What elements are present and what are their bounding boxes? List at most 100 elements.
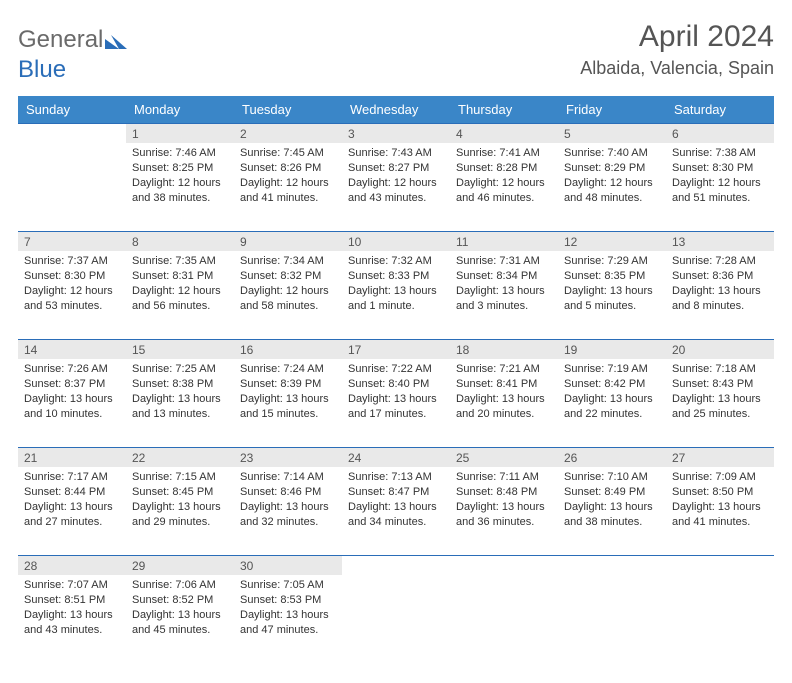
daylight-text-2: and 27 minutes. bbox=[24, 515, 120, 530]
week-row: Sunrise: 7:07 AMSunset: 8:51 PMDaylight:… bbox=[18, 575, 774, 663]
daylight-text-1: Daylight: 12 hours bbox=[132, 176, 228, 191]
day-number: 2 bbox=[234, 123, 342, 143]
day-cell: Sunrise: 7:26 AMSunset: 8:37 PMDaylight:… bbox=[18, 359, 126, 427]
daylight-text-2: and 36 minutes. bbox=[456, 515, 552, 530]
sunset-text: Sunset: 8:45 PM bbox=[132, 485, 228, 500]
daylight-text-1: Daylight: 13 hours bbox=[24, 392, 120, 407]
day-cell: Sunrise: 7:24 AMSunset: 8:39 PMDaylight:… bbox=[234, 359, 342, 427]
daylight-text-2: and 3 minutes. bbox=[456, 299, 552, 314]
sunrise-text: Sunrise: 7:43 AM bbox=[348, 146, 444, 161]
sunset-text: Sunset: 8:30 PM bbox=[672, 161, 768, 176]
sunrise-text: Sunrise: 7:24 AM bbox=[240, 362, 336, 377]
daylight-text-1: Daylight: 12 hours bbox=[240, 176, 336, 191]
day-number-empty bbox=[666, 555, 774, 575]
sunset-text: Sunset: 8:38 PM bbox=[132, 377, 228, 392]
sunrise-text: Sunrise: 7:06 AM bbox=[132, 578, 228, 593]
sunset-text: Sunset: 8:37 PM bbox=[24, 377, 120, 392]
header: General Blue April 2024 Albaida, Valenci… bbox=[18, 20, 774, 84]
daylight-text-1: Daylight: 13 hours bbox=[672, 500, 768, 515]
sunrise-text: Sunrise: 7:21 AM bbox=[456, 362, 552, 377]
daylight-text-1: Daylight: 13 hours bbox=[672, 392, 768, 407]
day-number: 20 bbox=[666, 339, 774, 359]
sunset-text: Sunset: 8:46 PM bbox=[240, 485, 336, 500]
sunset-text: Sunset: 8:36 PM bbox=[672, 269, 768, 284]
day-number: 21 bbox=[18, 447, 126, 467]
sunset-text: Sunset: 8:39 PM bbox=[240, 377, 336, 392]
daylight-text-1: Daylight: 13 hours bbox=[24, 500, 120, 515]
day-cell bbox=[18, 143, 126, 211]
daylight-text-1: Daylight: 13 hours bbox=[240, 608, 336, 623]
sunrise-text: Sunrise: 7:25 AM bbox=[132, 362, 228, 377]
sunrise-text: Sunrise: 7:15 AM bbox=[132, 470, 228, 485]
day-cell: Sunrise: 7:45 AMSunset: 8:26 PMDaylight:… bbox=[234, 143, 342, 211]
daylight-text-1: Daylight: 12 hours bbox=[24, 284, 120, 299]
daylight-text-2: and 41 minutes. bbox=[672, 515, 768, 530]
day-number-empty bbox=[18, 123, 126, 143]
daylight-text-1: Daylight: 12 hours bbox=[240, 284, 336, 299]
weekday-header: Sunday bbox=[18, 96, 126, 123]
daylight-text-2: and 5 minutes. bbox=[564, 299, 660, 314]
day-cell: Sunrise: 7:37 AMSunset: 8:30 PMDaylight:… bbox=[18, 251, 126, 319]
day-cell: Sunrise: 7:41 AMSunset: 8:28 PMDaylight:… bbox=[450, 143, 558, 211]
daylight-text-1: Daylight: 13 hours bbox=[132, 500, 228, 515]
sunrise-text: Sunrise: 7:14 AM bbox=[240, 470, 336, 485]
daylight-text-1: Daylight: 13 hours bbox=[348, 284, 444, 299]
sunset-text: Sunset: 8:42 PM bbox=[564, 377, 660, 392]
day-number: 19 bbox=[558, 339, 666, 359]
daylight-text-2: and 47 minutes. bbox=[240, 623, 336, 638]
day-cell bbox=[450, 575, 558, 643]
sunrise-text: Sunrise: 7:10 AM bbox=[564, 470, 660, 485]
day-number: 13 bbox=[666, 231, 774, 251]
title-block: April 2024 Albaida, Valencia, Spain bbox=[580, 20, 774, 79]
day-cell: Sunrise: 7:31 AMSunset: 8:34 PMDaylight:… bbox=[450, 251, 558, 319]
daylight-text-2: and 56 minutes. bbox=[132, 299, 228, 314]
daylight-text-2: and 25 minutes. bbox=[672, 407, 768, 422]
day-number: 29 bbox=[126, 555, 234, 575]
day-number: 12 bbox=[558, 231, 666, 251]
logo-mark-icon bbox=[105, 28, 127, 56]
weekday-header: Saturday bbox=[666, 96, 774, 123]
daylight-text-1: Daylight: 13 hours bbox=[564, 284, 660, 299]
daylight-text-2: and 8 minutes. bbox=[672, 299, 768, 314]
day-cell: Sunrise: 7:22 AMSunset: 8:40 PMDaylight:… bbox=[342, 359, 450, 427]
sunrise-text: Sunrise: 7:46 AM bbox=[132, 146, 228, 161]
day-cell: Sunrise: 7:14 AMSunset: 8:46 PMDaylight:… bbox=[234, 467, 342, 535]
day-number: 26 bbox=[558, 447, 666, 467]
sunrise-text: Sunrise: 7:18 AM bbox=[672, 362, 768, 377]
sunrise-text: Sunrise: 7:35 AM bbox=[132, 254, 228, 269]
day-number: 6 bbox=[666, 123, 774, 143]
day-cell: Sunrise: 7:18 AMSunset: 8:43 PMDaylight:… bbox=[666, 359, 774, 427]
sunset-text: Sunset: 8:47 PM bbox=[348, 485, 444, 500]
daylight-text-2: and 13 minutes. bbox=[132, 407, 228, 422]
sunset-text: Sunset: 8:28 PM bbox=[456, 161, 552, 176]
weekday-header: Monday bbox=[126, 96, 234, 123]
day-cell bbox=[342, 575, 450, 643]
day-number: 15 bbox=[126, 339, 234, 359]
daylight-text-1: Daylight: 13 hours bbox=[456, 500, 552, 515]
weekday-header: Tuesday bbox=[234, 96, 342, 123]
sunrise-text: Sunrise: 7:29 AM bbox=[564, 254, 660, 269]
daynum-row: 78910111213 bbox=[18, 231, 774, 251]
day-number: 14 bbox=[18, 339, 126, 359]
sunset-text: Sunset: 8:44 PM bbox=[24, 485, 120, 500]
day-number: 1 bbox=[126, 123, 234, 143]
day-number: 18 bbox=[450, 339, 558, 359]
weekday-header-row: Sunday Monday Tuesday Wednesday Thursday… bbox=[18, 96, 774, 123]
sunrise-text: Sunrise: 7:05 AM bbox=[240, 578, 336, 593]
daylight-text-2: and 38 minutes. bbox=[564, 515, 660, 530]
sunrise-text: Sunrise: 7:19 AM bbox=[564, 362, 660, 377]
daylight-text-1: Daylight: 12 hours bbox=[672, 176, 768, 191]
daylight-text-1: Daylight: 12 hours bbox=[564, 176, 660, 191]
day-cell: Sunrise: 7:28 AMSunset: 8:36 PMDaylight:… bbox=[666, 251, 774, 319]
day-cell bbox=[666, 575, 774, 643]
day-cell: Sunrise: 7:19 AMSunset: 8:42 PMDaylight:… bbox=[558, 359, 666, 427]
day-number: 11 bbox=[450, 231, 558, 251]
weekday-header: Wednesday bbox=[342, 96, 450, 123]
sunrise-text: Sunrise: 7:11 AM bbox=[456, 470, 552, 485]
daylight-text-2: and 43 minutes. bbox=[348, 191, 444, 206]
week-row: Sunrise: 7:17 AMSunset: 8:44 PMDaylight:… bbox=[18, 467, 774, 555]
daylight-text-2: and 10 minutes. bbox=[24, 407, 120, 422]
day-cell: Sunrise: 7:40 AMSunset: 8:29 PMDaylight:… bbox=[558, 143, 666, 211]
daylight-text-1: Daylight: 13 hours bbox=[456, 284, 552, 299]
logo: General Blue bbox=[18, 20, 127, 84]
